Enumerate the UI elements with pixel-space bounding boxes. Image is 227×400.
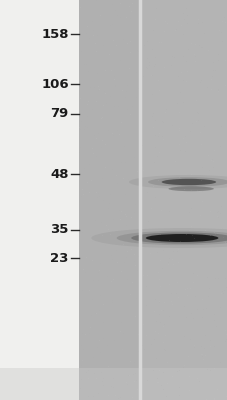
Text: 35: 35 [50, 224, 69, 236]
Ellipse shape [131, 232, 227, 244]
Text: 79: 79 [50, 108, 69, 120]
Text: 48: 48 [50, 168, 69, 180]
Ellipse shape [147, 177, 227, 187]
Bar [142, 0, 227, 400]
Ellipse shape [128, 175, 227, 189]
Bar [0, 368, 227, 400]
Bar [0, 0, 79, 400]
Text: 106: 106 [41, 78, 69, 90]
Ellipse shape [145, 234, 217, 242]
Ellipse shape [116, 231, 227, 245]
Text: 158: 158 [41, 28, 69, 40]
Ellipse shape [168, 186, 213, 191]
Bar [79, 0, 139, 400]
Ellipse shape [91, 228, 227, 248]
Text: 23: 23 [50, 252, 69, 264]
Ellipse shape [161, 179, 215, 185]
